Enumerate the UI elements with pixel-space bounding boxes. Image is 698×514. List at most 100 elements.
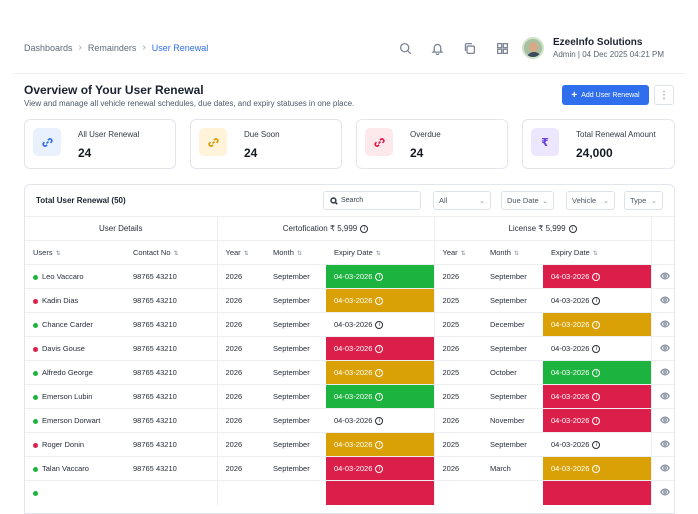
table-row[interactable]: Chance Carder 98765 43210 2026 September 04-… xyxy=(25,312,674,337)
table-row[interactable]: Talan Vaccaro 98765 43210 2026 September 04-… xyxy=(25,456,674,481)
info-icon: i xyxy=(375,369,384,377)
license-month-cell: March xyxy=(482,456,544,481)
stat-card[interactable]: Overdue 24 xyxy=(356,119,508,169)
eye-icon[interactable] xyxy=(650,288,674,313)
stat-value: 24 xyxy=(410,146,424,160)
col-cert-month[interactable]: Month ⇅ xyxy=(265,240,327,265)
table-row[interactable]: Emerson Dorwart 98765 43210 2026 September 0… xyxy=(25,408,674,433)
cert-year-cell: 2026 xyxy=(216,288,266,313)
cert-month-cell: September xyxy=(265,432,327,457)
table-row[interactable]: Alfredo George 98765 43210 2026 September 04… xyxy=(25,360,674,385)
table-row[interactable]: Kadin Dias 98765 43210 2026 September 04-03-… xyxy=(25,288,674,313)
license-month-cell: September xyxy=(482,336,544,361)
stat-card[interactable]: All User Renewal 24 xyxy=(24,119,176,169)
breadcrumb-user-renewal[interactable]: User Renewal xyxy=(151,42,209,53)
eye-icon[interactable] xyxy=(650,432,674,457)
stat-card[interactable]: Due Soon 24 xyxy=(190,119,342,169)
expiry-date-cell: 04-03-2026 i xyxy=(326,408,435,433)
license-year-cell: 2026 xyxy=(433,336,483,361)
table-title: Total User Renewal (50) xyxy=(36,196,126,205)
sort-icon: ⇅ xyxy=(513,251,519,257)
avatar[interactable] xyxy=(522,37,544,59)
grid-icon[interactable] xyxy=(494,40,510,56)
breadcrumb-remainders[interactable]: Remainders xyxy=(87,42,137,53)
cert-year-cell: 2026 xyxy=(216,360,266,385)
contact-cell: 98765 43210 xyxy=(125,408,218,433)
eye-icon[interactable] xyxy=(650,480,674,505)
eye-icon[interactable] xyxy=(650,408,674,433)
license-year-cell xyxy=(433,480,483,505)
col-contact[interactable]: Contact No ⇅ xyxy=(125,240,218,265)
user-name-cell: Kadin Dias xyxy=(25,288,125,313)
col-license-expiry[interactable]: Expiry Date ⇅ xyxy=(543,240,652,265)
search-input[interactable]: Search xyxy=(323,191,421,210)
eye-icon[interactable] xyxy=(650,264,674,289)
info-icon: i xyxy=(375,273,384,281)
breadcrumb: Dashboards › Remainders › User Renewal xyxy=(24,42,208,53)
table-row[interactable]: Davis Gouse 98765 43210 2026 September 04-03… xyxy=(25,336,674,361)
license-year-cell: 2025 xyxy=(433,384,483,409)
filter-type-dropdown[interactable]: Type ⌄ xyxy=(624,191,663,210)
col-license-year[interactable]: Year ⇅ xyxy=(433,240,483,265)
sort-icon: ⇅ xyxy=(375,251,381,257)
chevron-down-icon: ⌄ xyxy=(603,197,609,205)
cert-month-cell: September xyxy=(265,312,327,337)
search-icon[interactable] xyxy=(397,40,413,56)
table-row[interactable]: Leo Vaccaro 98765 43210 2026 September 04-03… xyxy=(25,264,674,289)
status-dot xyxy=(33,298,38,304)
col-license-month[interactable]: Month ⇅ xyxy=(482,240,544,265)
contact-cell: 98765 43210 xyxy=(125,288,218,313)
table-row[interactable]: Emerson Lubin 98765 43210 2026 September 04-… xyxy=(25,384,674,409)
expiry-date-cell: 04-03-2026 i xyxy=(326,432,435,457)
info-icon: i xyxy=(375,393,384,401)
eye-icon[interactable] xyxy=(650,456,674,481)
col-cert-expiry[interactable]: Expiry Date ⇅ xyxy=(326,240,435,265)
filter-label: Vehicle xyxy=(572,196,597,205)
cert-month-cell: September xyxy=(265,408,327,433)
page-title: Overview of Your User Renewal xyxy=(24,83,204,97)
expiry-date-cell: 04-03-2026 i xyxy=(543,432,652,457)
cert-year-cell: 2026 xyxy=(216,336,266,361)
col-users[interactable]: Users ⇅ xyxy=(25,240,125,265)
stat-label: Overdue xyxy=(410,130,441,139)
chevron-right-icon: › xyxy=(142,42,146,53)
user-name-cell: Emerson Lubin xyxy=(25,384,125,409)
col-cert-year[interactable]: Year ⇅ xyxy=(216,240,266,265)
company-name: EzeeInfo Solutions xyxy=(553,37,643,48)
eye-icon[interactable] xyxy=(650,312,674,337)
stat-card[interactable]: ₹ Total Renewal Amount 24,000 xyxy=(522,119,675,169)
expiry-date-cell: 04-03-2026 i xyxy=(326,288,435,313)
eye-icon[interactable] xyxy=(650,336,674,361)
info-icon: i xyxy=(592,273,601,281)
status-dot xyxy=(33,394,38,400)
user-name-cell: Talan Vaccaro xyxy=(25,456,125,481)
eye-icon[interactable] xyxy=(650,384,674,409)
contact-cell: 98765 43210 xyxy=(125,384,218,409)
license-month-cell: October xyxy=(482,360,544,385)
filter-vehicle-dropdown[interactable]: Vehicle ⌄ xyxy=(566,191,615,210)
cert-year-cell: 2026 xyxy=(216,432,266,457)
expiry-date-cell: 04-03-2026 i xyxy=(326,264,435,289)
bell-icon[interactable] xyxy=(429,40,445,56)
chevron-down-icon: ⌄ xyxy=(651,197,657,205)
status-dot xyxy=(33,274,38,280)
chevron-down-icon: ⌄ xyxy=(542,197,548,205)
sort-icon: ⇅ xyxy=(592,251,598,257)
table-row[interactable] xyxy=(25,480,674,505)
eye-icon[interactable] xyxy=(650,360,674,385)
copy-icon[interactable] xyxy=(461,40,477,56)
license-year-cell: 2025 xyxy=(433,432,483,457)
group-user-details: User Details xyxy=(25,216,218,241)
cert-month-cell: September xyxy=(265,384,327,409)
user-name-cell: Davis Gouse xyxy=(25,336,125,361)
table-row[interactable]: Roger Donin 98765 43210 2026 September 04-03… xyxy=(25,432,674,457)
more-options-icon[interactable]: ⋮ xyxy=(654,85,674,105)
contact-cell: 98765 43210 xyxy=(125,336,218,361)
contact-cell: 98765 43210 xyxy=(125,312,218,337)
filter-due-date-dropdown[interactable]: Due Date ⌄ xyxy=(501,191,554,210)
rupee-icon: ₹ xyxy=(531,128,559,156)
add-user-renewal-button[interactable]: + Add User Renewal xyxy=(562,85,649,105)
filter-all-dropdown[interactable]: All ⌄ xyxy=(433,191,491,210)
breadcrumb-dashboards[interactable]: Dashboards xyxy=(24,42,73,53)
renewal-table: User Details Certofication ₹ 5,999 i Lice… xyxy=(25,216,674,505)
